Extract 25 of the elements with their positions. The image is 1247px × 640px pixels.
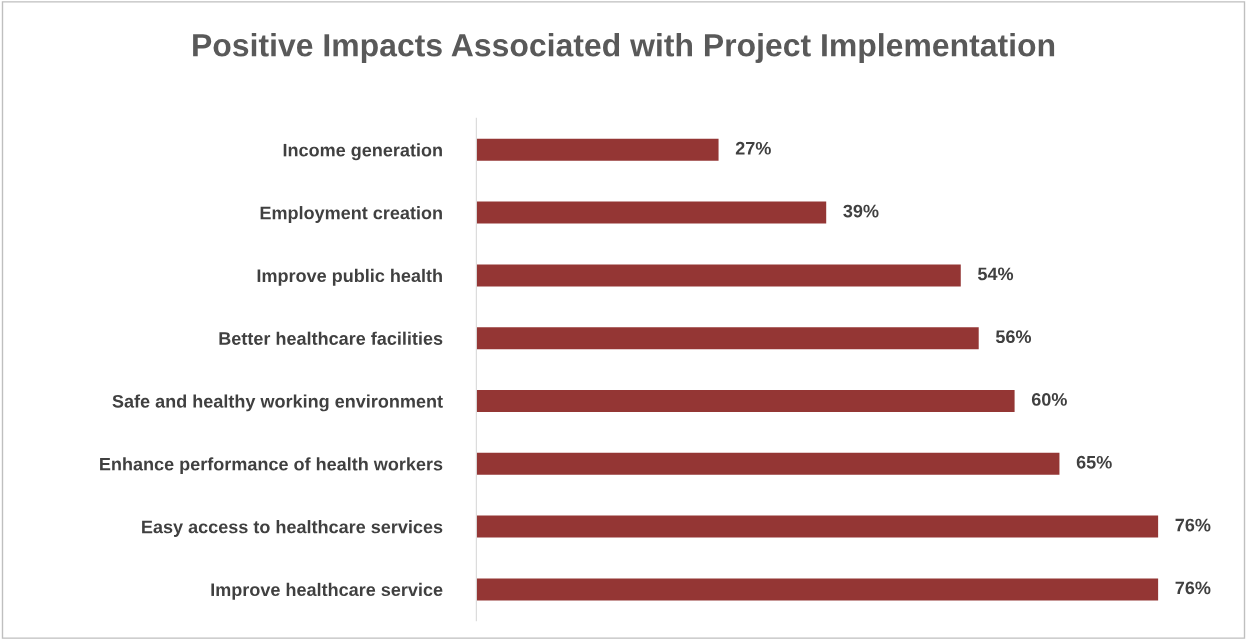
data-label: 76% — [1175, 581, 1211, 595]
data-label: 27% — [735, 141, 771, 155]
y-tick-label: Safe and healthy working environment — [112, 394, 443, 412]
y-tick-label: Employment creation — [260, 206, 442, 223]
data-label: 39% — [843, 204, 879, 218]
y-tick-label: Improve healthcare service — [211, 582, 443, 600]
bar — [476, 264, 961, 287]
bar — [476, 452, 1060, 475]
bar — [476, 515, 1159, 538]
y-tick-label: Enhance performance of health workers — [100, 457, 443, 475]
bar — [476, 201, 827, 224]
bar — [476, 578, 1159, 601]
data-label: 76% — [1175, 518, 1211, 532]
y-tick-label: Easy access to healthcare services — [142, 520, 443, 537]
y-tick-label: Improve public health — [257, 268, 442, 286]
bar — [476, 327, 979, 350]
data-label: 56% — [995, 330, 1032, 344]
chart-title: Positive Impacts Associated with Project Implementation — [193, 33, 1055, 63]
bar — [476, 390, 1015, 412]
y-tick-label: Better healthcare facilities — [219, 331, 443, 345]
bar — [476, 138, 719, 161]
y-tick-label: Income generation — [283, 143, 442, 161]
data-label: 65% — [1076, 455, 1112, 469]
data-label: 54% — [977, 267, 1014, 281]
data-label: 60% — [1031, 393, 1067, 406]
